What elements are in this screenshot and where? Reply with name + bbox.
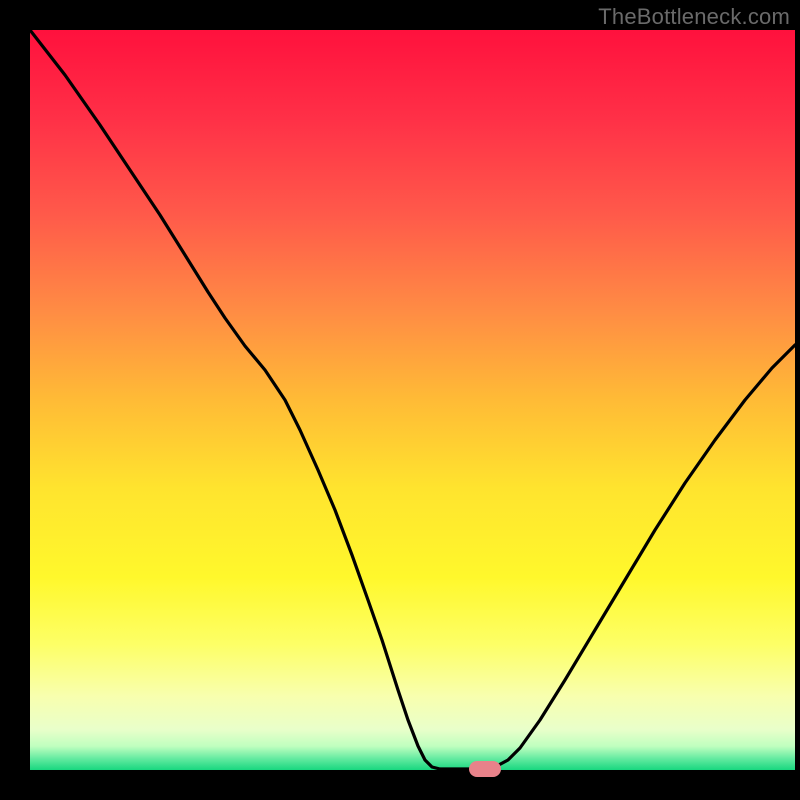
optimal-point-marker bbox=[469, 761, 501, 777]
bottleneck-chart bbox=[0, 0, 800, 800]
chart-background bbox=[30, 30, 795, 770]
watermark-text: TheBottleneck.com bbox=[598, 4, 790, 30]
